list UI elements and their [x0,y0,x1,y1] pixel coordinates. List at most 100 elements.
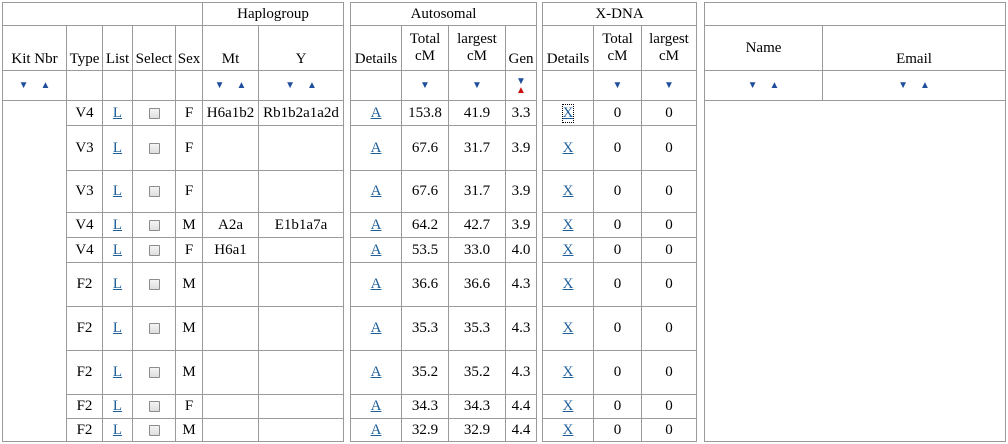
sex-cell: F [175,125,203,171]
gen-sort-controls: ▼ ▲ [516,75,526,96]
x-details-link[interactable]: X [562,398,574,414]
header-y[interactable]: Y [258,25,344,71]
x-total-cm-cell: 0 [593,418,642,442]
sort-asc-icon[interactable]: ▲ [236,80,247,91]
sort-desc-icon[interactable]: ▼ [214,80,225,91]
gen-cell: 4.4 [505,418,537,442]
select-checkbox[interactable] [148,367,160,378]
select-checkbox[interactable] [148,279,160,290]
list-link[interactable]: L [112,183,123,199]
gen-cell: 4.3 [505,306,537,351]
list-cell: L [102,125,133,171]
select-checkbox[interactable] [148,107,160,119]
y-haplogroup-cell [258,262,344,307]
sort-cell-empty-sel [132,70,176,101]
header-x-largest-cm[interactable]: largest cM [641,25,697,71]
x-details-link[interactable]: X [562,320,574,336]
sex-cell: M [175,212,203,238]
y-haplogroup-cell [258,350,344,395]
auto-largest-cm-cell: 42.7 [448,212,506,238]
select-checkbox[interactable] [148,186,160,197]
list-link[interactable]: L [112,139,123,156]
sort-asc-icon[interactable]: ▲ [769,80,780,91]
x-details-link[interactable]: X [562,183,574,199]
auto-details-link[interactable]: A [370,183,382,199]
x-details-link[interactable]: X [562,241,574,258]
auto-details-link[interactable]: A [370,241,382,258]
sort-desc-icon[interactable]: ▼ [472,80,482,91]
auto-details-link[interactable]: A [370,364,382,380]
select-checkbox[interactable] [148,401,160,412]
select-cell [132,418,176,442]
auto-details-cell: A [350,306,402,351]
header-x-total-cm[interactable]: Total cM [593,25,642,71]
sort-cell-auto-total-cm: ▼ [401,70,449,101]
sort-asc-icon[interactable]: ▲ [920,80,930,91]
auto-largest-cm-cell: 36.6 [448,262,506,307]
gen-cell: 3.9 [505,212,537,238]
sort-desc-icon[interactable]: ▼ [898,80,908,91]
sort-cell-empty-x-details [542,70,594,101]
sort-cell-email: ▼ ▲ [822,70,1006,101]
sort-desc-icon[interactable]: ▼ [664,80,674,91]
x-details-link[interactable]: X [562,216,574,233]
gen-cell: 4.3 [505,262,537,307]
header-mt[interactable]: Mt [202,25,259,71]
x-details-link[interactable]: X [562,276,574,292]
sort-desc-icon[interactable]: ▼ [18,80,29,91]
list-link[interactable]: L [112,398,123,414]
sex-cell: F [175,170,203,213]
sort-cell-empty-auto-details [350,70,402,101]
mt-haplogroup-cell [202,418,259,442]
sex-cell: M [175,262,203,307]
header-name[interactable]: Name [704,25,823,71]
x-details-link[interactable]: X [562,421,574,438]
sort-desc-icon[interactable]: ▼ [285,80,295,91]
header-gen[interactable]: Gen [505,25,537,71]
name-email-body [704,100,1006,442]
auto-largest-cm-cell: 35.3 [448,306,506,351]
x-details-link[interactable]: X [562,139,574,156]
sort-asc-icon[interactable]: ▲ [40,80,51,91]
auto-total-cm-cell: 36.6 [401,262,449,307]
list-link[interactable]: L [112,320,123,336]
gen-cell: 4.4 [505,394,537,419]
list-link[interactable]: L [112,364,123,380]
auto-details-link[interactable]: A [370,139,382,156]
auto-details-link[interactable]: A [370,421,382,438]
auto-details-link[interactable]: A [370,216,382,233]
sort-asc-icon[interactable]: ▲ [307,80,317,91]
auto-total-cm-cell: 64.2 [401,212,449,238]
list-link[interactable]: L [112,421,123,438]
select-cell [132,170,176,213]
x-total-cm-cell: 0 [593,306,642,351]
list-link[interactable]: L [112,241,123,258]
list-link[interactable]: L [112,216,123,233]
type-cell: V4 [66,237,103,263]
list-link[interactable]: L [112,104,123,121]
sort-desc-icon[interactable]: ▼ [747,80,758,91]
auto-details-link[interactable]: A [370,104,382,121]
select-checkbox[interactable] [148,219,160,231]
select-checkbox[interactable] [148,424,160,436]
sort-desc-icon[interactable]: ▼ [420,80,430,91]
header-auto-total-cm[interactable]: Total cM [401,25,449,71]
auto-details-link[interactable]: A [370,276,382,292]
x-details-link[interactable]: X [561,103,575,123]
auto-details-link[interactable]: A [370,398,382,414]
sort-cell-gen: ▼ ▲ [505,70,537,101]
x-details-link[interactable]: X [562,364,574,380]
header-kit-nbr[interactable]: Kit Nbr [2,25,67,71]
sort-asc-active-icon[interactable]: ▲ [516,84,526,96]
auto-details-link[interactable]: A [370,320,382,336]
auto-largest-cm-cell: 34.3 [448,394,506,419]
sort-desc-icon[interactable]: ▼ [612,80,623,91]
list-link[interactable]: L [112,276,123,292]
sort-desc-icon[interactable]: ▼ [516,75,526,87]
select-cell [132,100,176,126]
select-checkbox[interactable] [148,244,160,256]
header-email[interactable]: Email [822,25,1006,71]
select-checkbox[interactable] [148,142,160,154]
select-checkbox[interactable] [148,323,160,334]
header-auto-largest-cm[interactable]: largest cM [448,25,506,71]
